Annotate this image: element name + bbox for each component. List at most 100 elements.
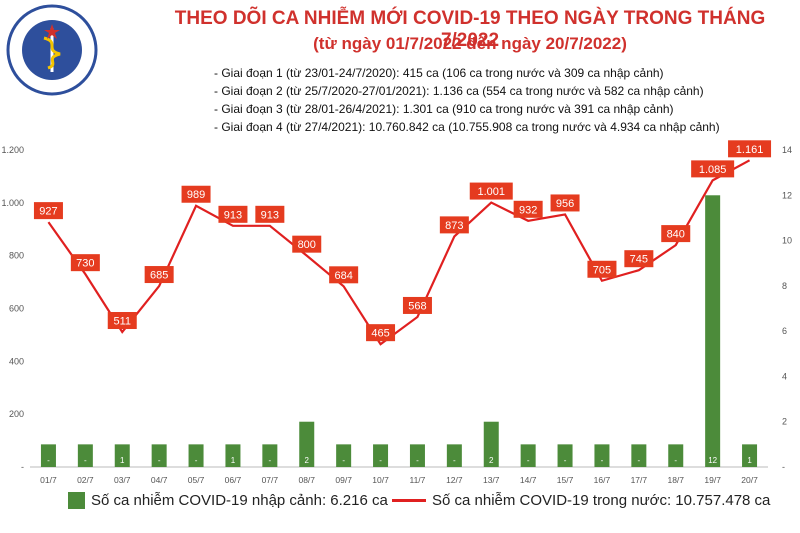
line-data-label-box	[255, 205, 285, 223]
x-tick-label: 09/7	[335, 475, 352, 485]
x-tick-label: 16/7	[594, 475, 611, 485]
line-data-label-box	[550, 194, 580, 212]
x-tick-label: 14/7	[520, 475, 537, 485]
bar-data-label: -	[453, 456, 456, 465]
bar	[742, 444, 758, 467]
line-data-label-box	[366, 324, 396, 342]
y-left-tick-label: 1.200	[1, 145, 24, 155]
line-data-label: 913	[224, 209, 242, 221]
bar-data-label: -	[601, 456, 604, 465]
x-tick-label: 12/7	[446, 475, 463, 485]
line-data-label-box	[292, 235, 322, 253]
bar-data-label: -	[564, 456, 567, 465]
line-data-label-box	[624, 250, 654, 268]
y-right-tick-label: 10	[782, 236, 792, 246]
bar-data-label: -	[379, 456, 382, 465]
note-item: - Giai đoạn 1 (từ 23/01-24/7/2020): 415 …	[214, 66, 664, 80]
x-tick-label: 05/7	[188, 475, 205, 485]
x-tick-label: 02/7	[77, 475, 94, 485]
line-data-label: 1.161	[736, 144, 764, 156]
line-data-label-box	[218, 205, 248, 223]
line-data-label: 1.001	[477, 186, 505, 198]
line-data-label-box	[661, 225, 691, 243]
line-data-label: 1.085	[699, 164, 727, 176]
note-item: - Giai đoạn 4 (từ 27/4/2021): 10.760.842…	[214, 120, 720, 134]
line-data-label-box	[402, 296, 432, 314]
bar	[409, 444, 425, 467]
bar	[299, 421, 315, 467]
y-right-tick-label: 12	[782, 190, 792, 200]
bar	[705, 195, 721, 468]
y-left-tick-label: -	[21, 462, 24, 472]
line-data-label: 730	[76, 258, 94, 270]
x-tick-label: 06/7	[225, 475, 242, 485]
x-tick-label: 07/7	[262, 475, 279, 485]
y-left-tick-label: 200	[9, 409, 24, 419]
x-tick-label: 03/7	[114, 475, 131, 485]
line-data-label-box	[469, 182, 513, 200]
line-data-label-box	[728, 140, 772, 158]
legend-line-label: Số ca nhiễm COVID-19 trong nước: 10.757.…	[432, 492, 771, 509]
y-left-tick-label: 1.000	[1, 198, 24, 208]
line-data-label: 465	[371, 328, 389, 340]
line-data-label-box	[691, 160, 735, 178]
line-data-label: 745	[630, 254, 648, 266]
line-data-label: 932	[519, 204, 537, 216]
line-data-label: 927	[39, 206, 57, 218]
line-data-label: 989	[187, 189, 205, 201]
x-tick-label: 08/7	[298, 475, 315, 485]
note-item: - Giai đoạn 3 (từ 28/01-26/4/2021): 1.30…	[214, 102, 674, 116]
bar-data-label: -	[84, 456, 87, 465]
bar-data-label: -	[158, 456, 161, 465]
bar-data-label: 1	[747, 456, 752, 465]
line-data-label-box	[181, 185, 211, 203]
legend-line-item: Số ca nhiễm COVID-19 trong nước: 10.757.…	[392, 492, 770, 509]
legend-bar-swatch	[68, 492, 85, 509]
y-left-tick-label: 600	[9, 304, 24, 314]
bar	[114, 444, 130, 467]
bar	[151, 444, 167, 467]
ministry-of-health-emblem-icon	[6, 4, 98, 96]
bar-data-label: 1	[120, 456, 125, 465]
bar-data-label: -	[527, 456, 530, 465]
y-right-tick-label: 6	[782, 326, 787, 336]
line-data-label-box	[329, 266, 359, 284]
chart-title: THEO DÕI CA NHIỄM MỚI COVID-19 THEO NGÀY…	[174, 8, 766, 51]
y-right-tick-label: 14	[782, 145, 792, 155]
bar	[373, 444, 389, 467]
x-tick-label: 20/7	[741, 475, 758, 485]
line-data-label-box	[144, 266, 174, 284]
bar	[40, 444, 56, 467]
bar	[77, 444, 93, 467]
x-tick-label: 18/7	[667, 475, 684, 485]
y-left-tick-label: 800	[9, 251, 24, 261]
bar-data-label: 1	[231, 456, 236, 465]
bar	[594, 444, 610, 467]
bar	[483, 421, 499, 467]
line-data-label: 511	[113, 316, 131, 328]
x-tick-label: 15/7	[557, 475, 574, 485]
line-data-label-box	[33, 202, 63, 220]
bar	[631, 444, 647, 467]
line-data-label-box	[107, 312, 137, 330]
bar	[225, 444, 241, 467]
line-data-label-box	[587, 260, 617, 278]
bar	[668, 444, 684, 467]
chart-subtitle: (từ ngày 01/7/2022 đến ngày 20/7/2022)	[313, 34, 627, 53]
bar-data-label: 2	[305, 456, 310, 465]
y-left-tick-label: 400	[9, 356, 24, 366]
x-tick-label: 11/7	[409, 475, 425, 485]
bar-data-label: -	[269, 456, 272, 465]
x-tick-label: 01/7	[40, 475, 57, 485]
bar-data-label: 12	[708, 456, 717, 465]
line-data-label: 684	[334, 270, 352, 282]
bar-data-label: -	[638, 456, 641, 465]
bar	[188, 444, 204, 467]
x-tick-label: 13/7	[483, 475, 500, 485]
bar-data-label: -	[195, 456, 198, 465]
x-tick-label: 10/7	[372, 475, 389, 485]
bar-data-label: -	[674, 456, 677, 465]
y-right-tick-label: 2	[782, 417, 787, 427]
legend-bar-item: Số ca nhiễm COVID-19 nhập cảnh: 6.216 ca	[68, 492, 388, 509]
bar	[557, 444, 573, 467]
